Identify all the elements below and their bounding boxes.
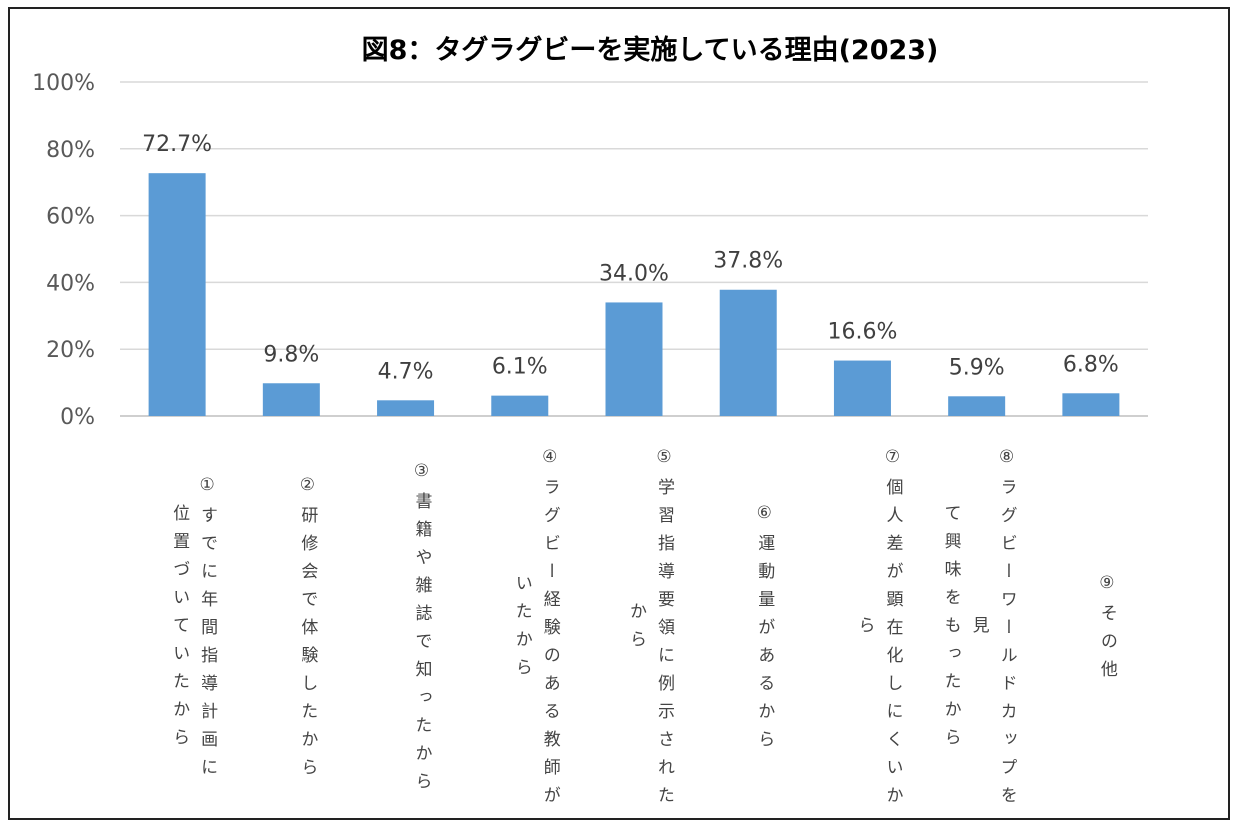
data-label: 4.7% <box>378 359 434 384</box>
data-label: 72.7% <box>142 132 212 157</box>
category-label-line: から <box>626 602 646 658</box>
bar <box>719 289 777 416</box>
bar <box>377 400 435 416</box>
bar <box>491 395 549 416</box>
category-label-line: いたから <box>511 574 532 686</box>
y-tick-label: 100% <box>32 71 95 96</box>
category-label-line: ②研修会で体験したから <box>297 474 318 786</box>
y-tick-label: 0% <box>60 405 95 430</box>
bar <box>605 302 663 416</box>
category-label: ④ラグビー経験のある教師が いたから <box>488 440 564 820</box>
category-label: ⑦個人差が顕在化しにくいから <box>830 440 906 820</box>
category-label: ②研修会で体験したから <box>273 440 321 820</box>
category-label: ⑥運動量があるから <box>730 440 778 820</box>
y-tick-label: 60% <box>46 205 95 230</box>
data-label: 34.0% <box>599 261 669 286</box>
chart-title: 図8：タグラグビーを実施している理由(2023) <box>361 35 939 66</box>
y-tick-label: 80% <box>46 138 95 163</box>
data-label: 5.9% <box>949 355 1005 380</box>
bar <box>148 173 206 416</box>
category-label-line: ⑥運動量があるから <box>754 502 775 758</box>
data-label: 37.8% <box>713 249 783 274</box>
y-tick-label: 20% <box>46 338 95 363</box>
category-label-line: ⑤学習指導要領に例示された <box>654 446 674 814</box>
category-label: ⑤学習指導要領に例示された から <box>602 440 678 820</box>
category-label: ⑨その他 <box>1073 440 1121 820</box>
chart-frame <box>8 7 1230 820</box>
bar <box>262 383 320 416</box>
category-label-line: ④ラグビー経験のある教師が <box>539 446 560 814</box>
bar <box>1062 393 1120 416</box>
category-label: ①すでに年間指導計画に 位置づいていたから <box>145 440 221 820</box>
data-label: 16.6% <box>827 320 897 345</box>
data-label: 6.8% <box>1063 352 1119 377</box>
category-label-line: ら <box>854 616 875 644</box>
category-label-line: ⑨その他 <box>1096 572 1117 688</box>
category-label-line: ⑧ラグビーワールドカップを見 <box>968 446 1017 814</box>
category-label: ③書籍や雑誌で知ったから <box>388 440 436 820</box>
category-label-line: ①すでに年間指導計画に <box>197 474 218 786</box>
category-label-line: 位置づいていたから <box>169 504 190 756</box>
category-label-line: ⑦個人差が顕在化しにくいか <box>882 446 903 814</box>
data-label: 9.8% <box>263 342 319 367</box>
bar <box>948 396 1006 416</box>
bar <box>833 360 891 416</box>
category-label-line: て興味をもったから <box>940 504 961 756</box>
category-label-line: ③書籍や雑誌で知ったから <box>411 460 432 800</box>
data-label: 6.1% <box>492 355 548 380</box>
category-label: ⑧ラグビーワールドカップを見 て興味をもったから <box>941 440 1021 820</box>
y-tick-label: 40% <box>46 271 95 296</box>
